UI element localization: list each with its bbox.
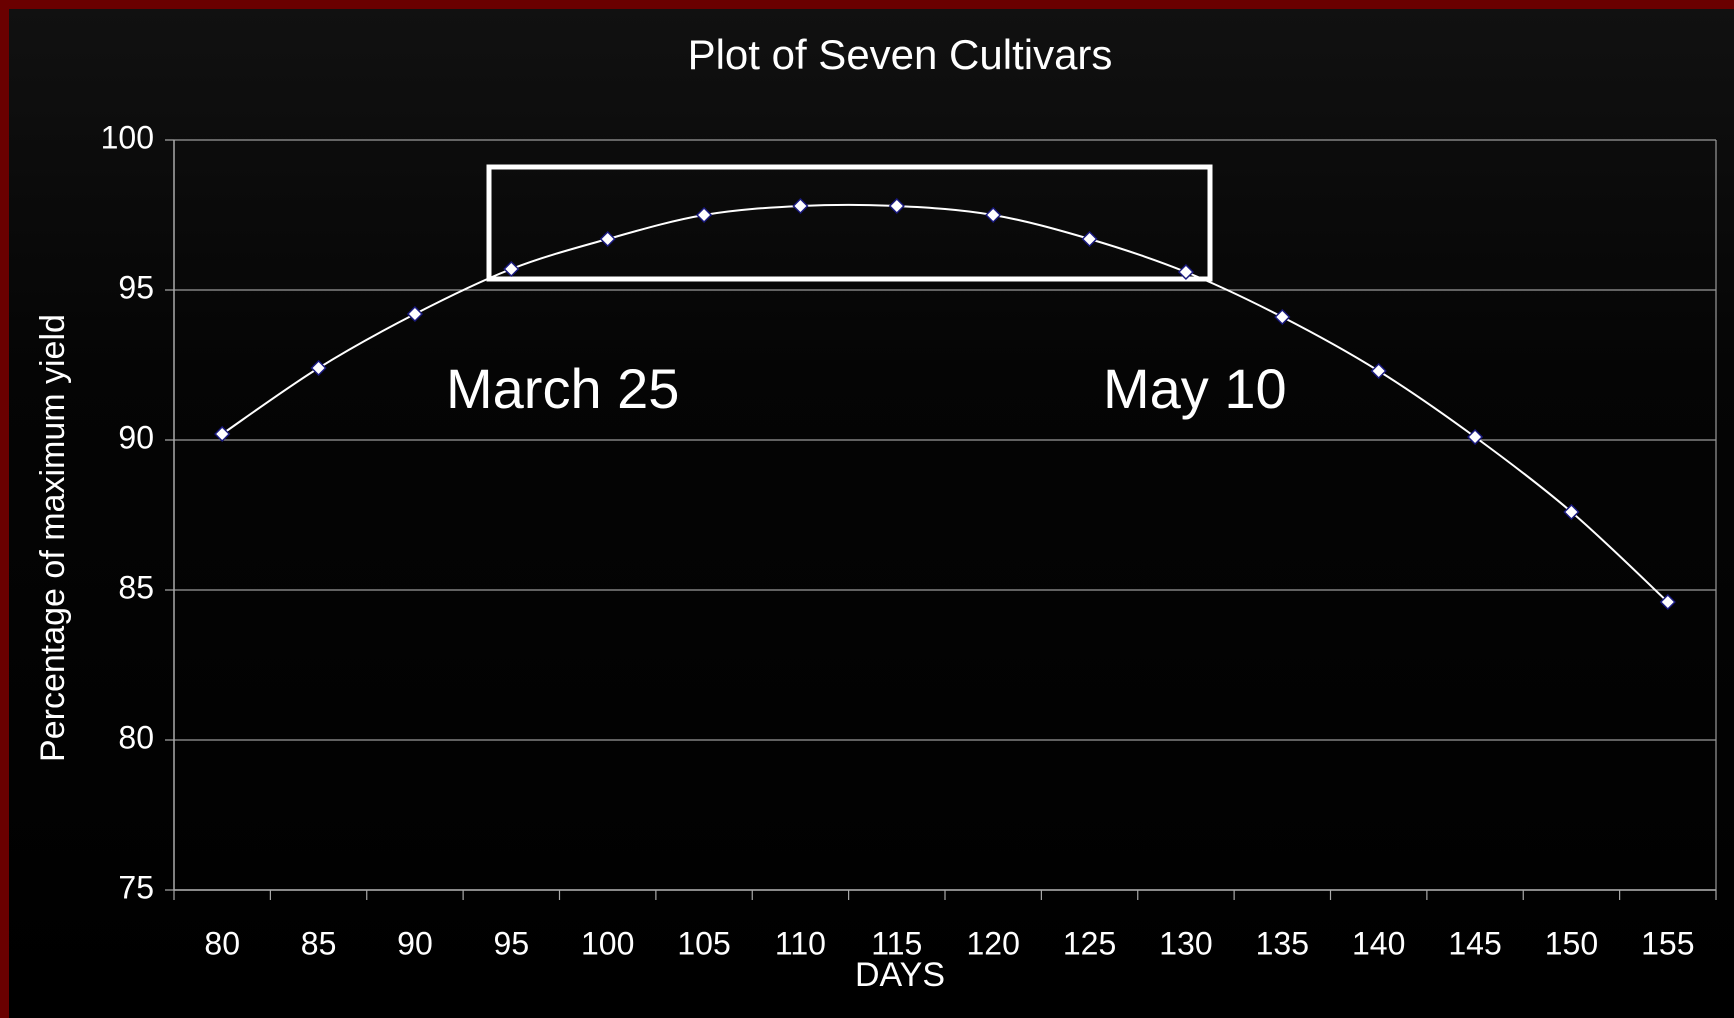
y-tick-label: 75 (118, 869, 154, 905)
y-tick-label: 80 (118, 719, 154, 755)
x-tick-label: 140 (1352, 925, 1405, 961)
x-tick-label: 90 (397, 925, 433, 961)
series-line (221, 203, 1669, 603)
y-tick-label: 85 (118, 569, 154, 605)
data-point (1274, 308, 1291, 326)
x-tick-label: 115 (871, 925, 922, 961)
x-tick-label: 125 (1063, 925, 1116, 961)
data-point (1563, 503, 1580, 521)
background (9, 9, 1734, 1018)
data-point (599, 230, 616, 248)
annotation: March 25 (446, 357, 679, 420)
chart-title: Plot of Seven Cultivars (688, 31, 1113, 78)
data-point (214, 425, 231, 443)
x-tick-label: 80 (204, 925, 240, 961)
data-point (1081, 230, 1098, 248)
data-point (1177, 263, 1194, 281)
data-point (792, 197, 809, 215)
data-point (1467, 428, 1484, 446)
data-point (503, 260, 520, 278)
data-point (406, 305, 423, 323)
data-point (1370, 362, 1387, 380)
x-tick-label: 85 (301, 925, 337, 961)
y-axis-label: Percentage of maximum yield (34, 314, 72, 762)
y-tick-label: 90 (118, 419, 154, 455)
x-tick-label: 130 (1159, 925, 1212, 961)
y-tick-label: 100 (101, 119, 154, 155)
x-tick-label: 145 (1448, 925, 1501, 961)
x-tick-label: 100 (581, 925, 634, 961)
data-point (310, 359, 327, 377)
x-tick-label: 150 (1545, 925, 1598, 961)
data-point (696, 206, 713, 224)
x-tick-label: 120 (966, 925, 1019, 961)
x-tick-label: 105 (677, 925, 730, 961)
x-tick-label: 95 (494, 925, 530, 961)
x-axis-label: DAYS (855, 956, 945, 994)
data-point (1659, 593, 1676, 611)
highlight-box (486, 164, 1213, 282)
x-tick-label: 110 (775, 925, 826, 961)
data-point (888, 197, 905, 215)
x-tick-label: 135 (1256, 925, 1309, 961)
data-point (985, 206, 1002, 224)
y-tick-label: 95 (118, 269, 154, 305)
annotation: May 10 (1103, 357, 1287, 420)
x-tick-label: 155 (1641, 925, 1694, 961)
